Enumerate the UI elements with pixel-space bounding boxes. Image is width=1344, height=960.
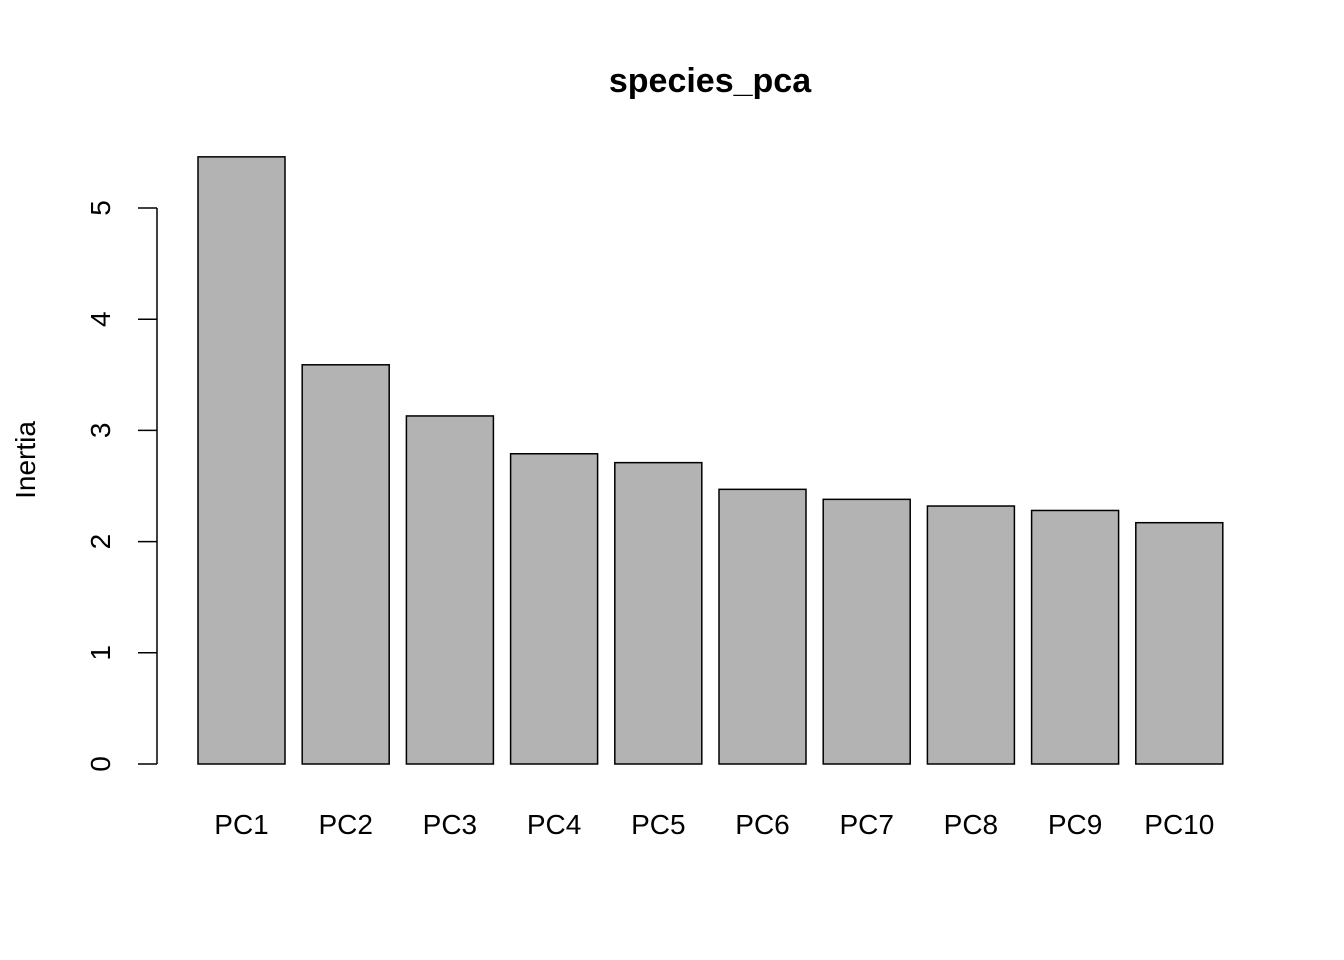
y-tick-label: 1 — [85, 645, 116, 661]
x-tick-label: PC4 — [527, 809, 581, 840]
x-tick-label: PC5 — [631, 809, 685, 840]
bar-PC7 — [822, 498, 911, 765]
x-tick-label: PC2 — [318, 809, 372, 840]
y-tick-label: 3 — [85, 423, 116, 439]
x-tick-label: PC7 — [839, 809, 893, 840]
x-tick-label: PC6 — [735, 809, 789, 840]
y-tick-label: 2 — [85, 534, 116, 550]
y-tick-label: 0 — [85, 756, 116, 772]
bar-PC2 — [301, 364, 390, 765]
bar-PC5 — [614, 461, 703, 765]
y-axis-label: Inertia — [10, 421, 41, 499]
chart-title: species_pca — [609, 62, 812, 100]
bar-PC9 — [1030, 509, 1120, 765]
x-tick-label: PC1 — [214, 809, 268, 840]
bar-PC10 — [1135, 521, 1224, 765]
x-tick-label: PC8 — [944, 809, 998, 840]
bar-PC3 — [405, 415, 495, 765]
bar-PC8 — [926, 505, 1016, 765]
bar-PC6 — [718, 488, 807, 765]
bar-PC1 — [197, 156, 286, 765]
x-tick-label: PC9 — [1048, 809, 1102, 840]
x-tick-label: PC10 — [1144, 809, 1214, 840]
y-tick-label: 4 — [85, 311, 116, 327]
x-tick-label: PC3 — [423, 809, 477, 840]
y-tick-label: 5 — [85, 200, 116, 216]
bar-PC4 — [509, 453, 599, 765]
